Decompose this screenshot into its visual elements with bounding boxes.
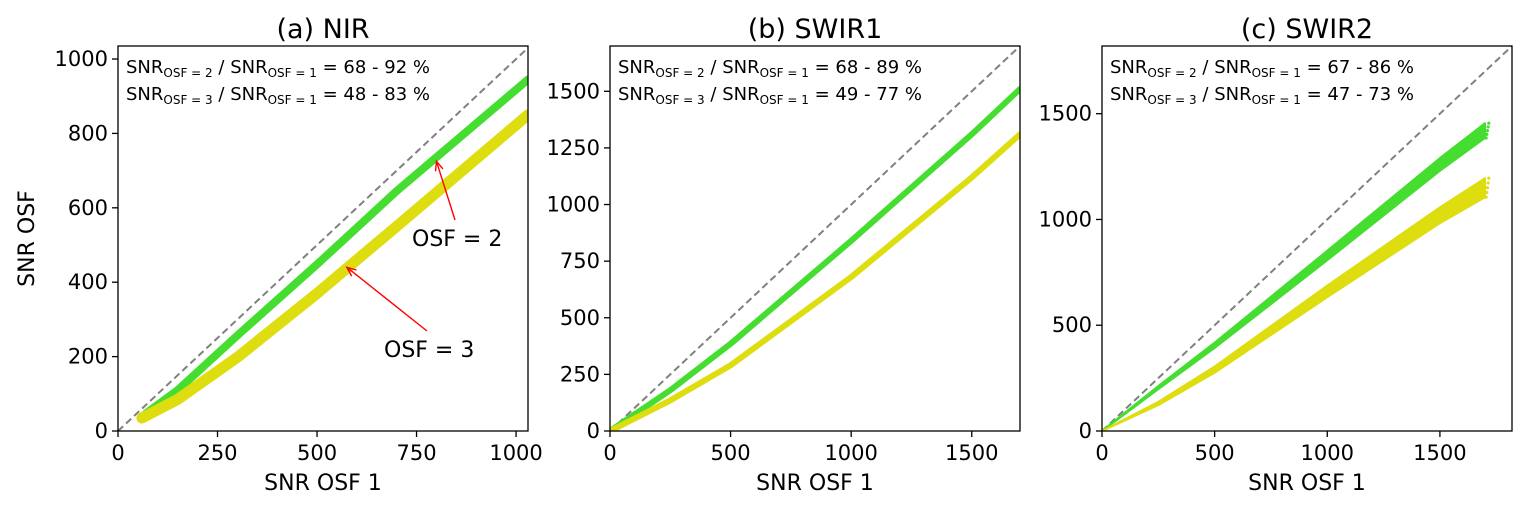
x-tick-label: 0 [111,441,124,465]
x-tick-label: 1000 [824,441,877,465]
callout-arrow [346,266,428,332]
ratio-annotation: SNROSF = 3 / SNROSF = 1 = 48 - 83 % [126,84,430,107]
series-osf-3-tip-point [1484,195,1488,199]
series-osf-2 [1102,122,1486,431]
y-tick-label: 800 [68,121,108,145]
chart-title: (b) SWIR1 [748,14,883,45]
series-osf-3-tip-point [1487,176,1491,180]
plot-area [610,46,1020,431]
x-tick-label: 1500 [1413,441,1466,465]
series-osf-2-tip-point [1485,129,1490,133]
x-tick-label: 500 [297,441,337,465]
y-tick-label: 0 [1079,419,1092,443]
callout-arrowhead [434,159,444,172]
chart-panel-3: 0 500 1000 1500 0 500 1000 1500 (c) SWIR2 SNR OSF… [1039,14,1513,496]
x-axis-label: SNR OSF 1 [756,471,874,496]
series-osf-2-tip-point [1484,136,1488,140]
plot-area [1102,46,1512,431]
ratio-annotation: SNROSF = 3 / SNROSF = 1 = 49 - 77 % [618,84,922,107]
y-tick-label: 1000 [55,47,108,71]
y-tick-label: 0 [95,419,108,443]
series-osf-3-tip-point [1485,190,1489,195]
series-osf-2 [141,75,528,418]
callout-arrowhead [345,266,357,277]
reference-line [118,47,528,431]
y-tick-label: 1000 [1039,207,1092,231]
y-tick-label: 400 [68,270,108,294]
x-tick-label: 1000 [1301,441,1354,465]
chart-title: (c) SWIR2 [1241,14,1373,45]
chart-title: (a) NIR [276,14,369,45]
reference-line [610,46,1020,431]
y-tick-label: 500 [1052,313,1092,337]
x-tick-label: 500 [711,441,751,465]
y-tick-label: 500 [560,306,600,330]
series-osf-2-tip-point [1486,125,1490,129]
ratio-annotation: SNROSF = 2 / SNROSF = 1 = 67 - 86 % [1110,57,1414,80]
x-tick-label: 500 [1195,441,1235,465]
y-tick-label: 200 [68,345,108,369]
panels: 0 250 500 750 1000 0 200 400 600 800 1000 (a) NIR SN… [15,14,1513,496]
y-tick-label: 1000 [547,193,600,217]
series-osf-2-tip-point [1485,132,1489,136]
axes-frame [1101,45,1513,432]
ratio-annotation: SNROSF = 2 / SNROSF = 1 = 68 - 89 % [618,57,922,80]
series-osf-3 [136,109,528,424]
callout-label: OSF = 2 [412,227,502,252]
axes-frame [609,45,1021,432]
x-tick-label: 250 [197,441,237,465]
y-tick-label: 1500 [547,79,600,103]
chart-panel-1: 0 250 500 750 1000 0 200 400 600 800 1000 (a) NIR SN… [15,14,543,496]
chart-panel-2: 0 500 1000 1500 0 250 500 750 1000 1250 1500 (b) SW… [547,14,1021,496]
y-tick-label: 250 [560,362,600,386]
series-osf-3-tip-point [1485,186,1490,190]
y-tick-label: 1500 [1039,102,1092,126]
x-tick-label: 0 [603,441,616,465]
series-osf-2-tip-point [1487,121,1491,125]
x-tick-label: 1500 [945,441,998,465]
x-axis-label: SNR OSF 1 [264,471,382,496]
ratio-annotation: SNROSF = 3 / SNROSF = 1 = 47 - 73 % [1110,84,1414,107]
x-axis-label: SNR OSF 1 [1248,471,1366,496]
y-tick-label: 750 [560,249,600,273]
series-osf-3-tip-point [1486,181,1490,185]
callout-label: OSF = 3 [384,338,474,363]
y-axis-label: SNR OSF [15,190,40,287]
y-tick-label: 1250 [547,136,600,160]
x-tick-label: 750 [396,441,436,465]
series-osf-3 [1102,177,1486,431]
series-osf-3 [610,131,1020,431]
y-tick-label: 0 [587,419,600,443]
ratio-annotation: SNROSF = 2 / SNROSF = 1 = 68 - 92 % [126,57,430,80]
callout-arrow [435,161,456,221]
x-tick-label: 0 [1095,441,1108,465]
x-tick-label: 1000 [489,441,542,465]
series-osf-2 [610,86,1020,431]
y-tick-label: 600 [68,196,108,220]
axes-frame [117,45,529,432]
plot-area [118,47,528,431]
reference-line [1102,46,1512,431]
